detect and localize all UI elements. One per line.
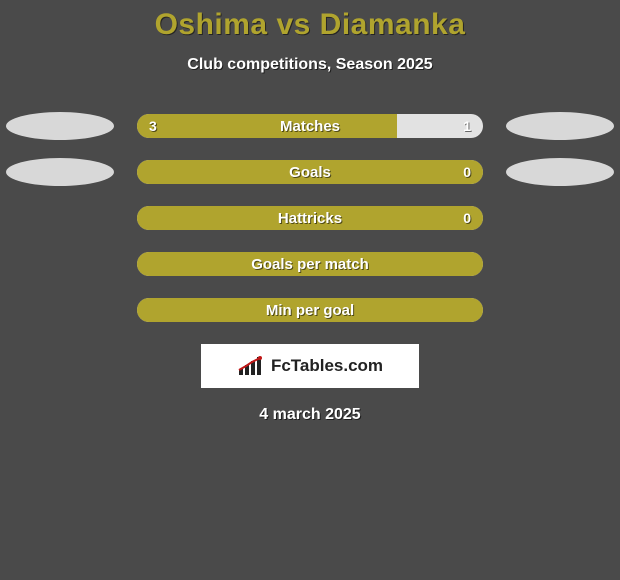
stat-value-left: 3 (149, 118, 157, 134)
player-placeholder-left (6, 158, 114, 186)
subtitle: Club competitions, Season 2025 (0, 56, 620, 74)
stat-bar: Hattricks 0 (137, 206, 483, 230)
stat-row: Goals 0 (0, 160, 620, 184)
stat-label: Goals (289, 164, 331, 181)
date-label: 4 march 2025 (0, 406, 620, 424)
stat-row: Matches 3 1 (0, 114, 620, 138)
stat-label: Min per goal (266, 302, 354, 319)
bars-icon (237, 355, 265, 377)
player-placeholder-right (506, 112, 614, 140)
page-title: Oshima vs Diamanka (0, 0, 620, 42)
player-placeholder-left (6, 112, 114, 140)
stat-rows: Matches 3 1 Goals 0 Hattricks 0 Goals per match… (0, 114, 620, 322)
stat-row: Goals per match (0, 252, 620, 276)
player-placeholder-right (506, 158, 614, 186)
stat-row: Hattricks 0 (0, 206, 620, 230)
stat-label: Goals per match (251, 256, 369, 273)
stat-bar: Goals per match (137, 252, 483, 276)
stat-value-right: 1 (463, 118, 471, 134)
stat-bar: Matches 3 1 (137, 114, 483, 138)
comparison-card: Oshima vs Diamanka Club competitions, Se… (0, 0, 620, 580)
stat-label: Matches (280, 118, 340, 135)
brand-badge: FcTables.com (201, 344, 419, 388)
stat-bar: Goals 0 (137, 160, 483, 184)
stat-row: Min per goal (0, 298, 620, 322)
stat-value-right: 0 (463, 164, 471, 180)
stat-label: Hattricks (278, 210, 342, 227)
stat-value-right: 0 (463, 210, 471, 226)
brand-text: FcTables.com (271, 356, 383, 376)
stat-bar: Min per goal (137, 298, 483, 322)
